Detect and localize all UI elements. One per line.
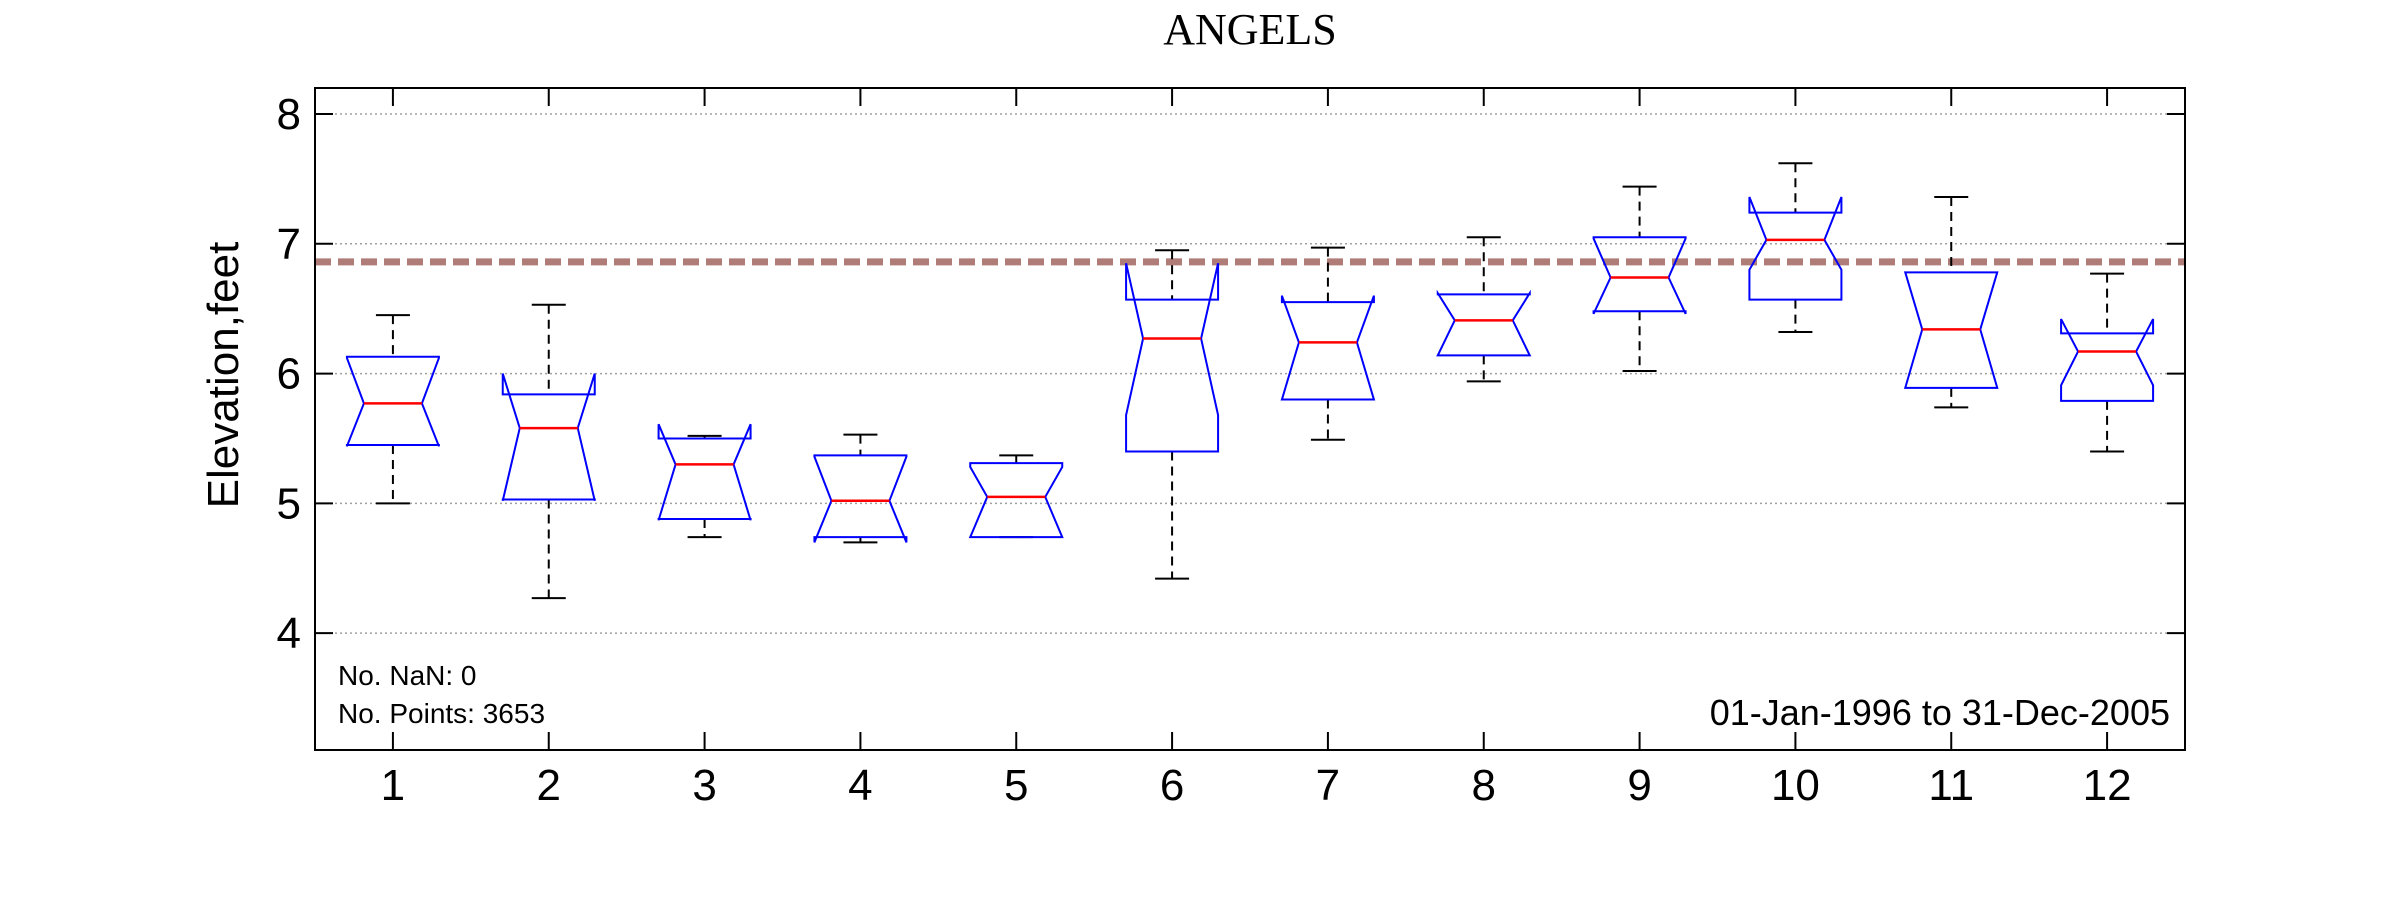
box-outline <box>1592 236 1687 315</box>
box-outline <box>345 355 440 447</box>
y-tick-label: 4 <box>277 609 301 658</box>
box-outline <box>1436 289 1532 357</box>
box-month-1 <box>345 314 440 505</box>
plot-frame <box>314 87 2186 751</box>
y-tick-label: 8 <box>277 90 301 139</box>
x-tick-label: 12 <box>2083 761 2132 810</box>
x-tick-label: 4 <box>848 761 872 810</box>
box-outline <box>2060 318 2155 402</box>
box-outline <box>501 373 596 502</box>
y-tick-label: 7 <box>277 220 301 269</box>
x-tick-label: 10 <box>1771 761 1820 810</box>
x-tick-label: 9 <box>1627 761 1651 810</box>
x-tick-label: 2 <box>537 761 561 810</box>
x-tick-label: 7 <box>1316 761 1340 810</box>
date-range-label: 01-Jan-1996 to 31-Dec-2005 <box>1710 692 2170 733</box>
box-outline <box>1748 196 1843 301</box>
x-tick-label: 11 <box>1928 761 1974 810</box>
y-axis-label: Elevation,feet <box>199 242 248 509</box>
box-month-11 <box>1903 196 1999 409</box>
box-outline <box>1280 295 1376 401</box>
box-outline <box>1125 263 1220 453</box>
x-tick-label: 6 <box>1160 761 1184 810</box>
box-month-4 <box>813 433 908 544</box>
box-month-8 <box>1436 236 1532 383</box>
y-tick-label: 6 <box>277 350 301 399</box>
box-outline <box>813 454 908 543</box>
note-nan: No. NaN: 0 <box>338 660 477 691</box>
box-month-9 <box>1592 185 1687 372</box>
box-month-2 <box>501 303 596 600</box>
box-month-6 <box>1125 249 1220 580</box>
y-tick-label: 5 <box>277 479 301 528</box>
x-tick-label: 5 <box>1004 761 1028 810</box>
box-month-12 <box>2060 272 2155 453</box>
box-outline <box>968 462 1064 539</box>
x-tick-label: 1 <box>381 761 405 810</box>
box-month-10 <box>1748 162 1843 334</box>
note-points: No. Points: 3653 <box>338 698 545 729</box>
box-month-3 <box>657 423 752 539</box>
box-month-5 <box>968 454 1064 539</box>
grid-lines <box>315 113 2185 634</box>
x-tick-label: 3 <box>692 761 716 810</box>
boxes-layer <box>345 162 2155 600</box>
box-outline <box>657 423 752 521</box>
chart-title: ANGELS <box>1163 5 1337 54</box>
x-tick-label: 8 <box>1472 761 1496 810</box>
box-month-7 <box>1280 246 1376 441</box>
